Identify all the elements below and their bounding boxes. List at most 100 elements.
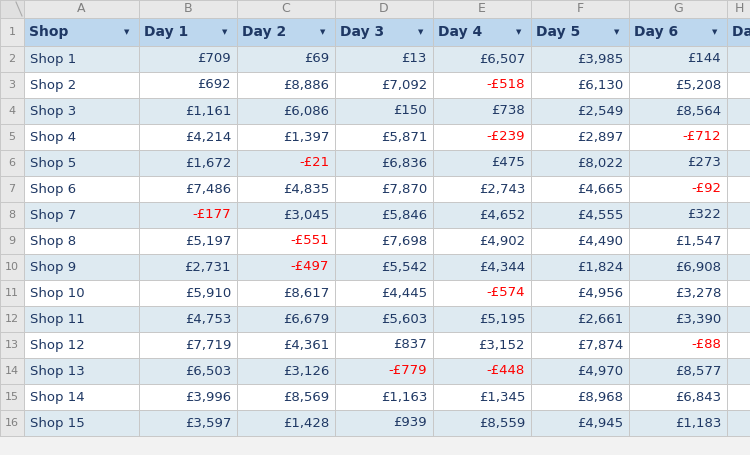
Text: A: A <box>77 2 86 15</box>
Bar <box>237 228 335 254</box>
Bar <box>629 0 727 18</box>
Bar <box>629 124 727 150</box>
Bar <box>531 46 629 72</box>
Bar <box>433 332 531 358</box>
Bar <box>531 228 629 254</box>
Bar <box>727 280 750 306</box>
Bar <box>531 176 629 202</box>
Bar <box>433 202 531 228</box>
Bar <box>433 150 531 176</box>
Text: £4,970: £4,970 <box>577 364 623 378</box>
Text: ▼: ▼ <box>712 29 718 35</box>
Bar <box>0 46 24 72</box>
Text: ▼: ▼ <box>124 29 130 35</box>
Bar <box>24 358 139 384</box>
Text: £2,743: £2,743 <box>478 182 525 196</box>
Text: -£239: -£239 <box>487 131 525 143</box>
Text: Day 1: Day 1 <box>144 25 188 39</box>
Bar <box>433 410 531 436</box>
Text: Shop 8: Shop 8 <box>30 234 76 248</box>
Bar <box>0 384 24 410</box>
Text: Shop 7: Shop 7 <box>30 208 76 222</box>
Text: 14: 14 <box>5 366 19 376</box>
Text: £692: £692 <box>197 79 231 91</box>
Bar <box>139 280 237 306</box>
Bar <box>727 384 750 410</box>
Text: £4,835: £4,835 <box>283 182 329 196</box>
Bar <box>433 358 531 384</box>
Bar <box>531 306 629 332</box>
Text: £4,361: £4,361 <box>283 339 329 352</box>
Bar <box>24 254 139 280</box>
Bar <box>531 358 629 384</box>
Text: £1,672: £1,672 <box>184 157 231 170</box>
Bar <box>727 306 750 332</box>
Bar <box>237 176 335 202</box>
Bar <box>335 150 433 176</box>
Text: -£177: -£177 <box>192 208 231 222</box>
Text: £4,214: £4,214 <box>184 131 231 143</box>
Bar <box>433 306 531 332</box>
Text: Shop 2: Shop 2 <box>30 79 76 91</box>
Bar <box>24 332 139 358</box>
Text: Shop 14: Shop 14 <box>30 390 85 404</box>
Text: -£518: -£518 <box>487 79 525 91</box>
Text: £3,390: £3,390 <box>675 313 721 325</box>
Text: -£497: -£497 <box>291 261 329 273</box>
Bar <box>727 72 750 98</box>
Text: £2,549: £2,549 <box>577 105 623 117</box>
Bar <box>139 254 237 280</box>
Text: 3: 3 <box>8 80 16 90</box>
Text: £4,956: £4,956 <box>577 287 623 299</box>
Text: £1,397: £1,397 <box>283 131 329 143</box>
Text: 13: 13 <box>5 340 19 350</box>
Text: £5,197: £5,197 <box>184 234 231 248</box>
Text: -£574: -£574 <box>487 287 525 299</box>
Text: -£448: -£448 <box>487 364 525 378</box>
Text: 9: 9 <box>8 236 16 246</box>
Text: Shop 13: Shop 13 <box>30 364 85 378</box>
Bar <box>335 384 433 410</box>
Bar <box>727 410 750 436</box>
Bar <box>433 98 531 124</box>
Bar <box>0 98 24 124</box>
Bar <box>0 306 24 332</box>
Bar <box>335 280 433 306</box>
Text: £5,910: £5,910 <box>184 287 231 299</box>
Bar <box>335 124 433 150</box>
Bar <box>237 124 335 150</box>
Text: -£88: -£88 <box>692 339 721 352</box>
Text: £7,874: £7,874 <box>577 339 623 352</box>
Bar <box>335 0 433 18</box>
Bar <box>0 280 24 306</box>
Text: Shop 5: Shop 5 <box>30 157 76 170</box>
Text: £8,564: £8,564 <box>675 105 721 117</box>
Bar <box>727 254 750 280</box>
Text: 1: 1 <box>8 27 16 37</box>
Text: £4,665: £4,665 <box>577 182 623 196</box>
Bar <box>531 410 629 436</box>
Bar <box>139 228 237 254</box>
Text: £4,445: £4,445 <box>381 287 427 299</box>
Text: £322: £322 <box>687 208 721 222</box>
Bar <box>237 254 335 280</box>
Text: 5: 5 <box>8 132 16 142</box>
Bar <box>139 98 237 124</box>
Text: F: F <box>577 2 584 15</box>
Text: £6,843: £6,843 <box>675 390 721 404</box>
Text: £7,870: £7,870 <box>381 182 427 196</box>
Bar <box>335 332 433 358</box>
Bar <box>237 0 335 18</box>
Bar <box>727 0 750 18</box>
Text: £6,086: £6,086 <box>283 105 329 117</box>
Text: Shop 12: Shop 12 <box>30 339 85 352</box>
Text: £475: £475 <box>491 157 525 170</box>
Bar <box>335 410 433 436</box>
Bar <box>139 202 237 228</box>
Bar <box>629 202 727 228</box>
Text: £69: £69 <box>304 52 329 66</box>
Text: £5,603: £5,603 <box>381 313 427 325</box>
Bar <box>531 254 629 280</box>
Bar <box>237 72 335 98</box>
Bar <box>0 332 24 358</box>
